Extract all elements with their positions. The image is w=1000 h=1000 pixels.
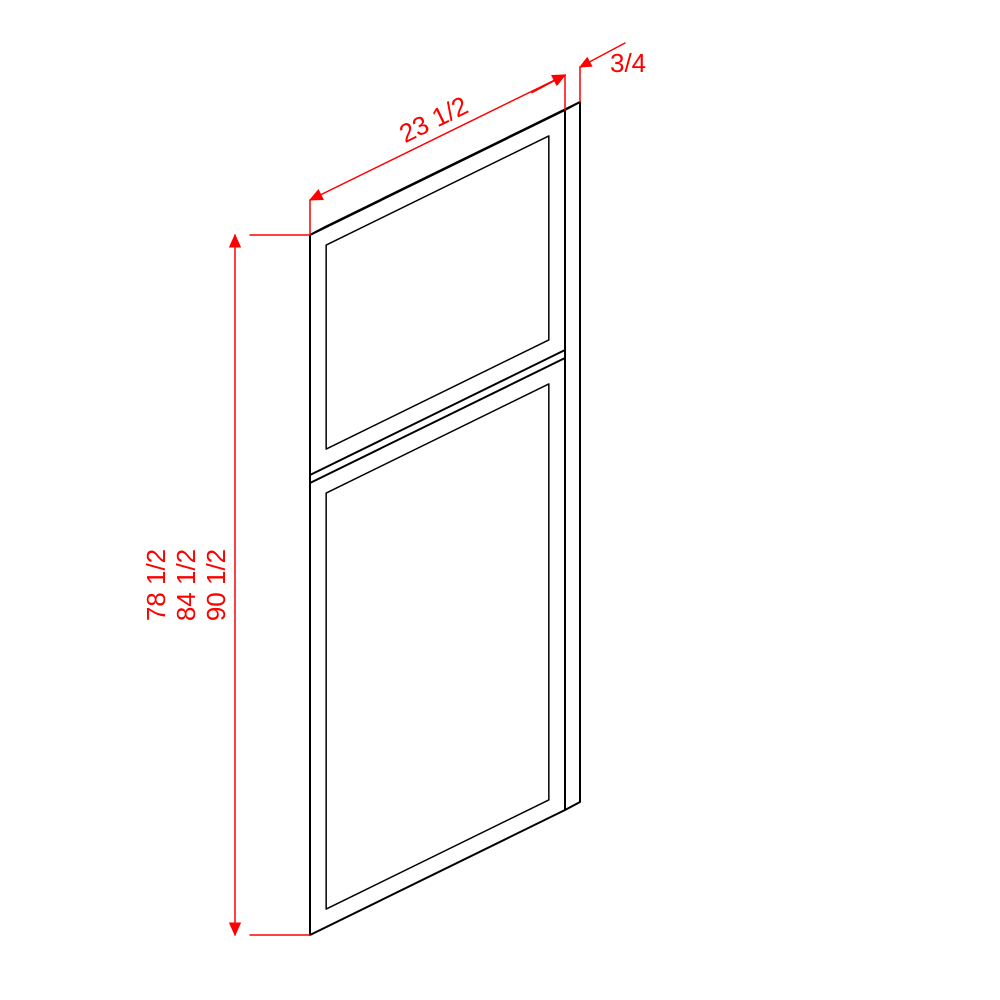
panel-body [310, 102, 580, 935]
dimension-height-label-3: 90 1/2 [201, 549, 231, 621]
dimension-height-label-2: 84 1/2 [171, 549, 201, 621]
panel-technical-drawing: 23 1/23/478 1/284 1/290 1/2 [0, 0, 1000, 1000]
dimension-thickness-label: 3/4 [610, 48, 646, 78]
dimension-height-label-1: 78 1/2 [141, 549, 171, 621]
